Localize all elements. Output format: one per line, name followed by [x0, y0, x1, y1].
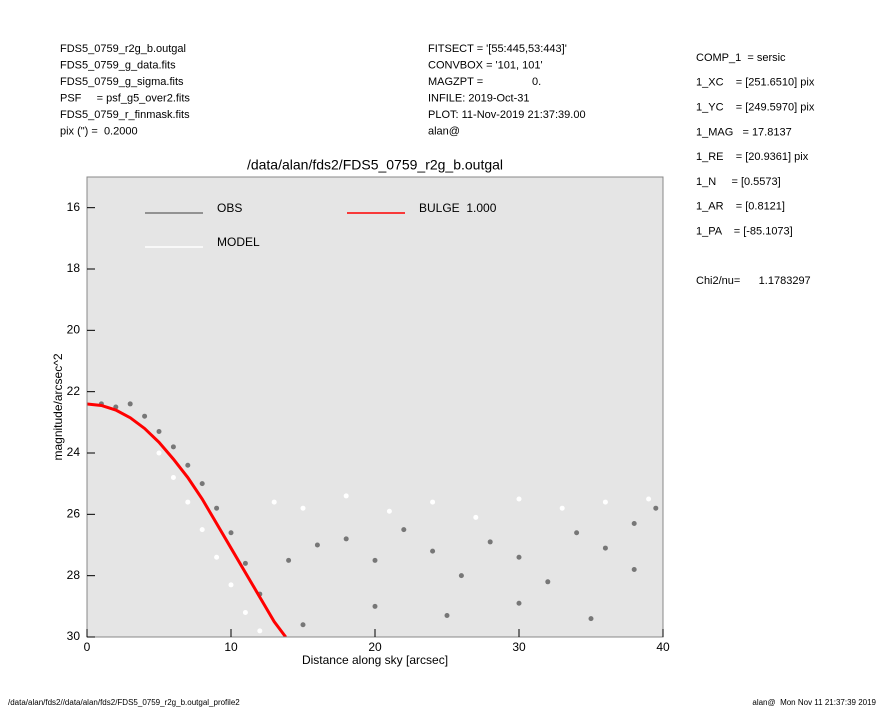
header-right-line: 1_XC = [251.6510] pix	[696, 77, 815, 89]
data-point	[214, 505, 220, 511]
header-right-line: 1_MAG = 17.8137	[696, 126, 792, 138]
y-tick-label: 20	[67, 323, 81, 337]
data-point	[156, 450, 162, 456]
x-tick-label: 10	[224, 640, 238, 654]
data-point	[185, 499, 191, 505]
data-point	[242, 609, 248, 615]
y-tick-label: 24	[67, 445, 81, 459]
data-point	[300, 622, 306, 628]
x-tick-label: 40	[656, 640, 670, 654]
data-point	[602, 545, 608, 551]
data-point	[314, 542, 320, 548]
data-point	[588, 616, 594, 622]
data-point	[545, 579, 551, 585]
data-point	[430, 548, 436, 554]
header-center-line: FITSECT = '[55:445,53:443]'	[428, 43, 567, 55]
header-left-line: FDS5_0759_r_finmask.fits	[60, 109, 190, 121]
plot-marks	[87, 401, 659, 637]
legend-label: MODEL	[217, 235, 260, 249]
x-axis-label: Distance along sky [arcsec]	[302, 653, 448, 667]
header-right-line: 1_N = [0.5573]	[696, 176, 781, 188]
data-point	[214, 554, 220, 560]
header-center-line: MAGZPT = 0.	[428, 76, 541, 88]
data-point	[516, 600, 522, 606]
header-center-line: alan@	[428, 125, 460, 137]
header-right-line: 1_AR = [0.8121]	[696, 201, 785, 213]
footer-right: alan@ Mon Nov 11 21:37:39 2019	[752, 698, 876, 707]
data-point	[516, 554, 522, 560]
data-point	[170, 444, 176, 450]
header-left-line: FDS5_0759_r2g_b.outgal	[60, 43, 186, 55]
header-center-line: PLOT: 11-Nov-2019 21:37:39.00	[428, 109, 586, 121]
data-point	[372, 557, 378, 563]
legend-label: BULGE 1.000	[419, 201, 497, 215]
data-point	[430, 499, 436, 505]
data-point	[473, 514, 479, 520]
header-left-line: PSF = psf_g5_over2.fits	[60, 92, 190, 104]
data-point	[185, 462, 191, 468]
data-point	[631, 567, 637, 573]
data-point	[372, 603, 378, 609]
data-point	[199, 527, 205, 533]
data-point	[401, 527, 407, 533]
data-point	[300, 505, 306, 511]
data-point	[170, 475, 176, 481]
x-tick-label: 20	[368, 640, 382, 654]
y-tick-label: 16	[67, 200, 81, 214]
data-point	[199, 481, 205, 487]
y-tick-label: 26	[67, 507, 81, 521]
data-point	[458, 573, 464, 579]
data-point	[156, 429, 162, 435]
data-point	[631, 521, 637, 527]
footer-left: /data/alan/fds2//data/alan/fds2/FDS5_075…	[8, 698, 240, 707]
y-tick-label: 18	[67, 261, 81, 275]
data-point	[574, 530, 580, 536]
legend-label: OBS	[217, 201, 242, 215]
data-point	[653, 505, 659, 511]
data-point	[386, 508, 392, 514]
data-point	[487, 539, 493, 545]
data-point	[343, 493, 349, 499]
data-point	[286, 557, 292, 563]
data-point	[228, 530, 234, 536]
x-tick-label: 0	[84, 640, 91, 654]
header-right-line: 1_YC = [249.5970] pix	[696, 102, 815, 114]
y-tick-label: 22	[67, 384, 81, 398]
data-point	[602, 499, 608, 505]
data-point	[444, 613, 450, 619]
y-axis-label: magnitude/arcsec^2	[51, 353, 65, 460]
x-tick-label: 30	[512, 640, 526, 654]
header-left-line: FDS5_0759_g_data.fits	[60, 59, 176, 71]
data-point	[257, 628, 263, 634]
data-point	[242, 560, 248, 566]
data-point	[127, 401, 133, 407]
plot-area	[87, 177, 663, 637]
y-tick-label: 28	[67, 568, 81, 582]
data-point	[559, 505, 565, 511]
header-left-line: pix (") = 0.2000	[60, 125, 138, 137]
header-left-line: FDS5_0759_g_sigma.fits	[60, 76, 184, 88]
header-center-line: CONVBOX = '101, 101'	[428, 59, 543, 71]
data-point	[343, 536, 349, 542]
header-center-line: INFILE: 2019-Oct-31	[428, 92, 530, 104]
data-point	[228, 582, 234, 588]
chi2: Chi2/nu= 1.1783297	[696, 275, 811, 287]
data-point	[646, 496, 652, 502]
data-point	[142, 413, 148, 419]
header-right-line: 1_PA = [-85.1073]	[696, 226, 793, 238]
header-right-line: 1_RE = [20.9361] pix	[696, 151, 809, 163]
data-point	[516, 496, 522, 502]
y-tick-label: 30	[67, 629, 81, 643]
header-right-line: COMP_1 = sersic	[696, 52, 786, 64]
bulge-line	[87, 402, 287, 637]
data-point	[271, 499, 277, 505]
chart-title: /data/alan/fds2/FDS5_0759_r2g_b.outgal	[247, 157, 503, 173]
